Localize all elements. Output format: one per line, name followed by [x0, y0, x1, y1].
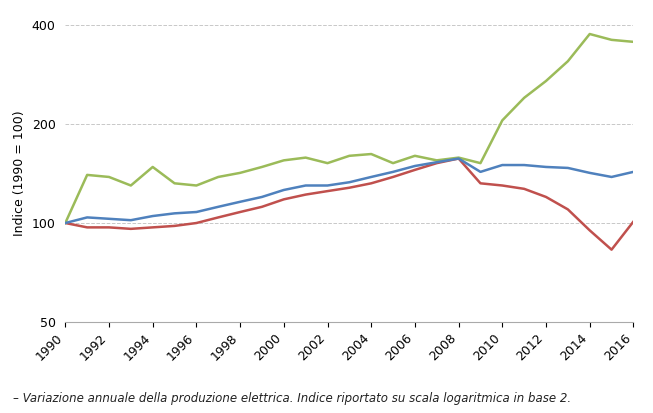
- Totale: [127, 218, 135, 223]
- Rinnovabili: [258, 164, 266, 169]
- Fossili: [236, 209, 244, 214]
- Totale: [608, 174, 616, 179]
- Rinnovabili: [542, 78, 550, 83]
- Fossili: [367, 181, 375, 186]
- Rinnovabili: [477, 161, 485, 166]
- Y-axis label: Indice (1990 = 100): Indice (1990 = 100): [13, 111, 26, 236]
- Fossili: [498, 183, 506, 188]
- Rinnovabili: [411, 153, 419, 158]
- Totale: [477, 169, 485, 174]
- Fossili: [629, 219, 637, 224]
- Fossili: [302, 192, 310, 197]
- Totale: [302, 183, 310, 188]
- Rinnovabili: [629, 39, 637, 44]
- Fossili: [149, 225, 157, 230]
- Totale: [324, 183, 332, 188]
- Rinnovabili: [324, 161, 332, 166]
- Totale: [542, 164, 550, 169]
- Totale: [389, 169, 397, 174]
- Totale: [345, 180, 353, 185]
- Rinnovabili: [236, 171, 244, 176]
- Fossili: [345, 185, 353, 190]
- Rinnovabili: [520, 95, 528, 100]
- Rinnovabili: [586, 31, 594, 36]
- Rinnovabili: [61, 221, 69, 225]
- Fossili: [389, 174, 397, 179]
- Rinnovabili: [608, 37, 616, 42]
- Fossili: [61, 221, 69, 225]
- Totale: [170, 211, 178, 216]
- Rinnovabili: [83, 172, 91, 177]
- Totale: [564, 166, 572, 171]
- Totale: [236, 199, 244, 204]
- Fossili: [433, 161, 441, 166]
- Totale: [193, 209, 200, 214]
- Rinnovabili: [433, 158, 441, 163]
- Rinnovabili: [193, 183, 200, 188]
- Fossili: [170, 223, 178, 228]
- Fossili: [324, 189, 332, 194]
- Totale: [433, 160, 441, 165]
- Rinnovabili: [389, 161, 397, 166]
- Fossili: [214, 215, 222, 220]
- Rinnovabili: [302, 155, 310, 160]
- Totale: [586, 171, 594, 176]
- Fossili: [542, 195, 550, 199]
- Fossili: [608, 247, 616, 252]
- Fossili: [127, 226, 135, 231]
- Fossili: [477, 181, 485, 186]
- Totale: [520, 163, 528, 168]
- Rinnovabili: [214, 174, 222, 179]
- Totale: [411, 164, 419, 169]
- Totale: [83, 215, 91, 220]
- Text: – Variazione annuale della produzione elettrica. Indice riportato su scala logar: – Variazione annuale della produzione el…: [13, 392, 571, 405]
- Totale: [454, 156, 462, 161]
- Totale: [629, 169, 637, 174]
- Totale: [367, 174, 375, 179]
- Rinnovabili: [498, 118, 506, 123]
- Fossili: [564, 207, 572, 212]
- Rinnovabili: [170, 181, 178, 186]
- Rinnovabili: [280, 158, 288, 163]
- Totale: [258, 195, 266, 199]
- Fossili: [258, 204, 266, 209]
- Rinnovabili: [105, 174, 113, 179]
- Line: Totale: Totale: [65, 159, 633, 223]
- Rinnovabili: [345, 153, 353, 158]
- Fossili: [586, 228, 594, 233]
- Fossili: [280, 197, 288, 202]
- Rinnovabili: [367, 152, 375, 157]
- Rinnovabili: [127, 183, 135, 188]
- Fossili: [193, 221, 200, 225]
- Rinnovabili: [564, 59, 572, 64]
- Fossili: [83, 225, 91, 230]
- Fossili: [520, 186, 528, 191]
- Rinnovabili: [149, 164, 157, 169]
- Totale: [61, 221, 69, 225]
- Totale: [105, 216, 113, 221]
- Totale: [149, 214, 157, 218]
- Totale: [214, 204, 222, 209]
- Fossili: [454, 156, 462, 161]
- Totale: [280, 188, 288, 192]
- Line: Fossili: Fossili: [65, 159, 633, 250]
- Rinnovabili: [454, 155, 462, 160]
- Fossili: [105, 225, 113, 230]
- Line: Rinnovabili: Rinnovabili: [65, 34, 633, 223]
- Fossili: [411, 167, 419, 172]
- Totale: [498, 163, 506, 168]
